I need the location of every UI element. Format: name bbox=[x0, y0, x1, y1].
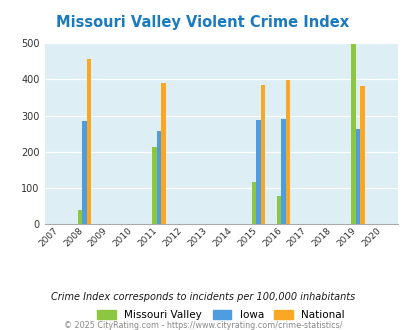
Text: Missouri Valley Violent Crime Index: Missouri Valley Violent Crime Index bbox=[56, 15, 349, 30]
Bar bbox=[350, 44, 355, 224]
Bar bbox=[355, 129, 359, 224]
Bar bbox=[359, 86, 364, 224]
Bar bbox=[152, 148, 156, 224]
Bar bbox=[276, 196, 281, 224]
Text: © 2025 CityRating.com - https://www.cityrating.com/crime-statistics/: © 2025 CityRating.com - https://www.city… bbox=[64, 321, 341, 330]
Bar bbox=[260, 85, 264, 224]
Bar bbox=[161, 83, 165, 224]
Text: Crime Index corresponds to incidents per 100,000 inhabitants: Crime Index corresponds to incidents per… bbox=[51, 292, 354, 302]
Bar bbox=[251, 182, 256, 224]
Bar bbox=[156, 131, 161, 224]
Bar bbox=[77, 210, 82, 224]
Bar bbox=[82, 121, 87, 224]
Bar bbox=[256, 120, 260, 224]
Bar bbox=[87, 59, 91, 224]
Bar bbox=[285, 80, 290, 224]
Legend: Missouri Valley, Iowa, National: Missouri Valley, Iowa, National bbox=[93, 306, 348, 324]
Bar bbox=[281, 119, 285, 224]
